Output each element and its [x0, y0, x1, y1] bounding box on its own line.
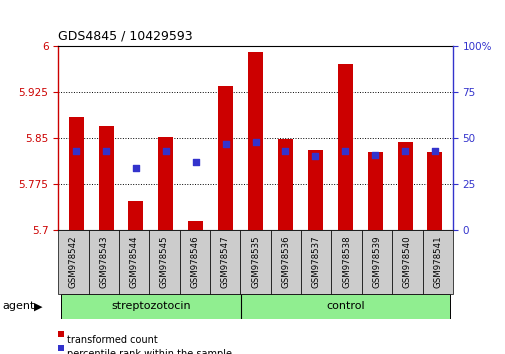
Point — [191, 159, 199, 165]
Text: GSM978546: GSM978546 — [190, 236, 199, 288]
Text: transformed count: transformed count — [67, 335, 158, 344]
Text: GSM978538: GSM978538 — [341, 236, 350, 288]
Bar — [277, 139, 292, 230]
Bar — [218, 86, 233, 230]
Bar — [69, 116, 83, 230]
Bar — [307, 150, 322, 230]
Text: GSM978545: GSM978545 — [160, 236, 169, 288]
Text: streptozotocin: streptozotocin — [111, 301, 190, 311]
Point — [430, 148, 438, 154]
Bar — [397, 142, 412, 230]
Bar — [158, 137, 173, 230]
Text: control: control — [325, 301, 364, 311]
Point — [400, 148, 408, 154]
Text: GSM978542: GSM978542 — [69, 236, 78, 288]
Text: GSM978540: GSM978540 — [402, 236, 411, 288]
Bar — [128, 201, 143, 230]
FancyBboxPatch shape — [61, 294, 240, 319]
Point — [311, 154, 319, 159]
Bar — [247, 52, 263, 230]
Point — [162, 148, 170, 154]
Bar — [337, 64, 352, 230]
Bar — [98, 126, 113, 230]
Text: GDS4845 / 10429593: GDS4845 / 10429593 — [58, 29, 192, 42]
Bar — [427, 152, 441, 230]
Text: GSM978536: GSM978536 — [281, 236, 290, 288]
Bar — [367, 152, 382, 230]
Text: GSM978543: GSM978543 — [99, 236, 108, 288]
Point — [281, 148, 289, 154]
Text: agent: agent — [3, 301, 35, 311]
Point — [340, 148, 348, 154]
Bar — [188, 221, 203, 230]
Point — [72, 148, 80, 154]
Text: GSM978547: GSM978547 — [220, 236, 229, 288]
Point — [251, 139, 259, 144]
Text: GSM978541: GSM978541 — [432, 236, 441, 288]
FancyBboxPatch shape — [240, 294, 449, 319]
Text: GSM978539: GSM978539 — [372, 236, 381, 288]
Point — [370, 152, 378, 158]
Text: ▶: ▶ — [34, 301, 43, 311]
Text: GSM978537: GSM978537 — [311, 236, 320, 288]
Text: percentile rank within the sample: percentile rank within the sample — [67, 349, 232, 354]
Text: GSM978544: GSM978544 — [129, 236, 138, 288]
Text: GSM978535: GSM978535 — [250, 236, 260, 288]
Point — [221, 141, 229, 147]
Point — [132, 165, 140, 170]
Point — [102, 148, 110, 154]
